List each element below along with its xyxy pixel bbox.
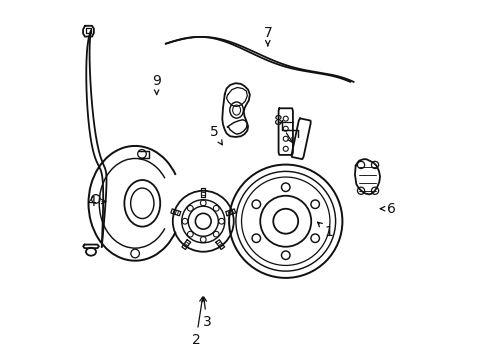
Text: 9: 9 — [152, 75, 161, 95]
Text: 7: 7 — [263, 26, 272, 46]
Text: 8: 8 — [274, 114, 292, 143]
Text: 3: 3 — [202, 297, 211, 329]
Circle shape — [195, 213, 211, 229]
Text: 1: 1 — [317, 222, 332, 239]
Text: 6: 6 — [380, 202, 395, 216]
Text: 5: 5 — [209, 125, 222, 145]
Text: 2: 2 — [191, 297, 203, 347]
Text: 4: 4 — [87, 194, 105, 208]
